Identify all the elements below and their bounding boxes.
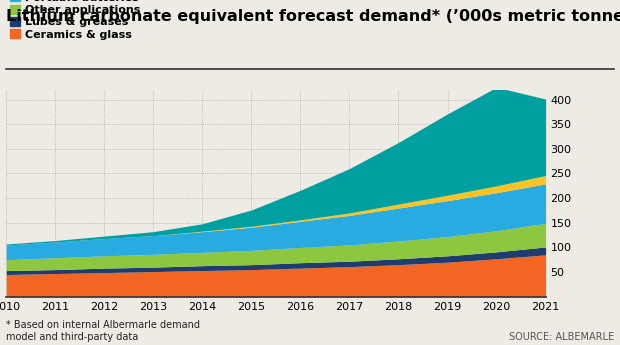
Text: Lithium carbonate equivalent forecast demand* (’000s metric tonnes): Lithium carbonate equivalent forecast de…	[6, 9, 620, 23]
Legend: Automotive, Grid storage, Portable batteries, Other applications, Lubes & grease: Automotive, Grid storage, Portable batte…	[9, 0, 141, 41]
Text: SOURCE: ALBEMARLE: SOURCE: ALBEMARLE	[508, 332, 614, 342]
Text: * Based on internal Albermarle demand
model and third-party data: * Based on internal Albermarle demand mo…	[6, 320, 200, 342]
